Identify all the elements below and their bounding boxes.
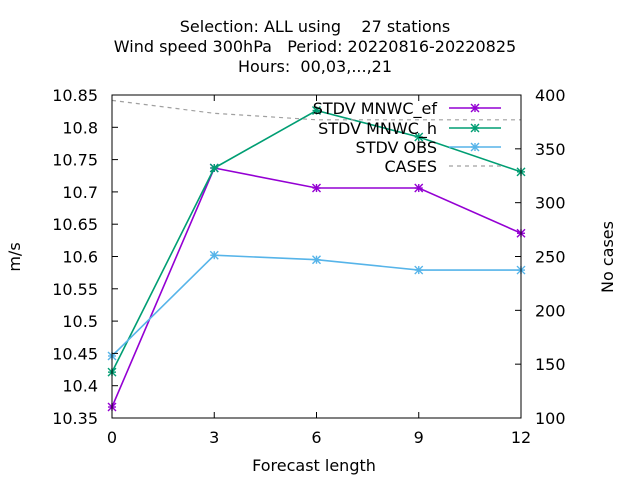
y-axis-label: m/s	[5, 242, 24, 271]
y2-tick-label: 200	[535, 301, 566, 320]
legend-label: STDV MNWC_ef	[313, 99, 438, 119]
y-tick-label: 10.75	[52, 151, 98, 170]
x-tick-label: 9	[414, 428, 424, 447]
x-tick-label: 0	[107, 428, 117, 447]
data-point	[414, 183, 424, 193]
legend-label: STDV MNWC_h	[318, 119, 437, 139]
data-point	[414, 132, 424, 142]
chart-title-line-3: Hours: 00,03,...,21	[237, 57, 393, 76]
legend-label: CASES	[384, 157, 437, 176]
y2-tick-label: 250	[535, 248, 566, 267]
series-line-0	[111, 167, 522, 408]
chart-title-line-1: Selection: ALL using 27 stations	[179, 17, 451, 36]
y-tick-label: 10.35	[52, 409, 98, 428]
chart-title-line-2: Wind speed 300hPa Period: 20220816-20220…	[113, 37, 517, 56]
data-point	[209, 250, 219, 260]
y-tick-label: 10.6	[62, 248, 98, 267]
data-point	[312, 183, 321, 193]
y2-tick-label: 300	[535, 194, 566, 213]
y-tick-label: 10.65	[52, 215, 98, 234]
y-tick-label: 10.8	[62, 118, 98, 137]
x-axis-label: Forecast length	[252, 456, 376, 475]
x-tick-label: 12	[511, 428, 531, 447]
x-tick-label: 3	[209, 428, 219, 447]
data-point	[414, 265, 424, 275]
legend-marker	[470, 123, 480, 133]
x-tick-label: 6	[311, 428, 321, 447]
legend-marker	[470, 142, 480, 152]
y-tick-label: 10.4	[62, 377, 98, 396]
y2-tick-label: 350	[535, 140, 566, 159]
series-line-2	[111, 254, 521, 357]
y-tick-label: 10.5	[62, 312, 98, 331]
y2-tick-label: 400	[535, 86, 566, 105]
y-tick-label: 10.45	[52, 344, 98, 363]
legend-marker	[470, 103, 480, 113]
data-point	[312, 255, 321, 265]
y-tick-label: 10.7	[62, 183, 98, 202]
y-tick-label: 10.85	[52, 86, 98, 105]
y-tick-label: 10.55	[52, 280, 98, 299]
data-point	[209, 163, 219, 173]
legend-label: STDV OBS	[356, 138, 437, 157]
y2-tick-label: 100	[535, 409, 566, 428]
y2-tick-label: 150	[535, 355, 566, 374]
data-point	[312, 106, 321, 115]
series-line-1	[111, 109, 522, 373]
y2-axis-label: No cases	[598, 221, 617, 293]
